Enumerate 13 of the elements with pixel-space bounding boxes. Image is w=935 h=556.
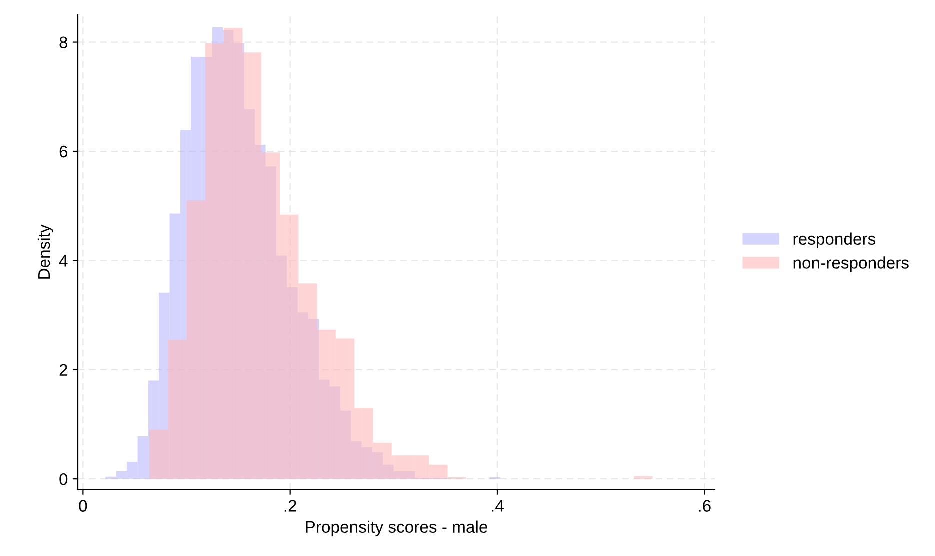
- y-axis-title: Density: [38, 224, 54, 279]
- x-tick-label: 0: [79, 500, 88, 512]
- x-tick-label: .4: [492, 500, 504, 512]
- x-tick-label: .6: [699, 500, 711, 512]
- y-tick-label: 0: [60, 473, 68, 486]
- y-tick-label: 4: [59, 255, 68, 267]
- x-tick-label: .2: [284, 500, 296, 512]
- legend-label: non-responders: [794, 256, 909, 272]
- y-tick-label: 6: [60, 146, 68, 158]
- y-tick-label: 2: [60, 364, 68, 376]
- x-axis-title: Propensity scores - male: [306, 520, 488, 536]
- legend-label: responders: [794, 232, 876, 248]
- y-tick-label: 8: [60, 36, 68, 48]
